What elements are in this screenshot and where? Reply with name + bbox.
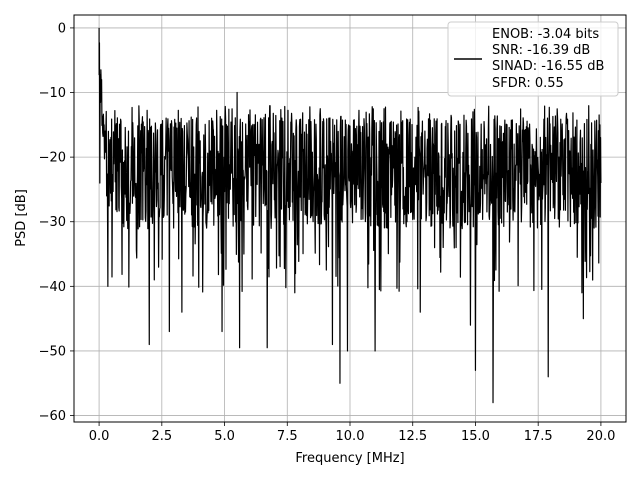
legend-entry-sfdr: SFDR: 0.55 bbox=[492, 76, 564, 91]
x-tick-label: 17.5 bbox=[524, 429, 553, 444]
x-tick-label: 20.0 bbox=[586, 429, 615, 444]
x-tick-label: 15.0 bbox=[461, 429, 490, 444]
y-tick-label: −40 bbox=[39, 280, 66, 295]
plot-area bbox=[98, 27, 602, 404]
y-axis-ticks: 0 −10 −20 −30 −40 −50 −60 bbox=[39, 21, 74, 424]
x-tick-label: 10.0 bbox=[336, 429, 365, 444]
y-axis-label: PSD [dB] bbox=[14, 189, 29, 247]
x-tick-label: 0.0 bbox=[89, 429, 110, 444]
x-axis-label: Frequency [MHz] bbox=[295, 451, 404, 466]
y-tick-label: −60 bbox=[39, 409, 66, 424]
y-tick-label: −10 bbox=[39, 86, 66, 101]
y-tick-label: −50 bbox=[39, 344, 66, 359]
legend-entry-snr: SNR: -16.39 dB bbox=[492, 43, 590, 58]
legend: ENOB: -3.04 bits SNR: -16.39 dB SINAD: -… bbox=[447, 21, 619, 97]
x-axis-ticks: 0.0 2.5 5.0 7.5 10.0 12.5 15.0 17.5 20.0 bbox=[89, 422, 615, 444]
legend-entry-sinad: SINAD: -16.55 dB bbox=[492, 59, 604, 74]
psd-series-line bbox=[98, 27, 602, 404]
y-tick-label: −30 bbox=[39, 215, 66, 230]
legend-box bbox=[447, 21, 619, 97]
x-tick-label: 7.5 bbox=[277, 429, 298, 444]
y-tick-label: −20 bbox=[39, 151, 66, 166]
x-tick-label: 5.0 bbox=[214, 429, 235, 444]
legend-entry-enob: ENOB: -3.04 bits bbox=[492, 27, 599, 42]
x-tick-label: 2.5 bbox=[151, 429, 172, 444]
x-tick-label: 12.5 bbox=[398, 429, 427, 444]
y-tick-label: 0 bbox=[58, 21, 66, 36]
